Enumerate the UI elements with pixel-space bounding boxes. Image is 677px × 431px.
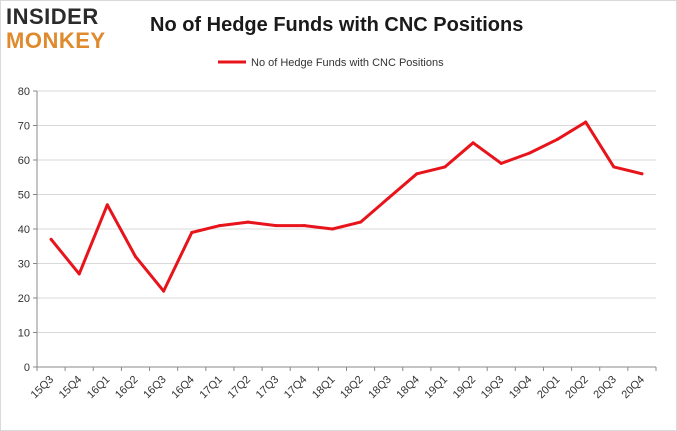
gridlines	[37, 90, 656, 333]
data-point	[302, 224, 306, 228]
x-tick-label: 19Q3	[479, 374, 507, 402]
data-point	[359, 220, 363, 224]
x-tick-label: 19Q2	[451, 374, 479, 402]
data-point	[584, 120, 588, 124]
x-tick-label: 16Q2	[113, 374, 141, 402]
data-point	[387, 196, 391, 200]
data-point	[443, 165, 447, 169]
x-tick-label: 17Q2	[226, 374, 254, 402]
y-tick-label: 80	[18, 86, 30, 98]
data-point	[499, 161, 503, 165]
series-line	[49, 120, 644, 293]
x-tick-label: 18Q4	[394, 374, 422, 402]
x-tick-label: 17Q3	[254, 374, 282, 402]
y-tick-label: 10	[18, 328, 30, 340]
data-point	[640, 172, 644, 176]
y-tick-label: 40	[18, 224, 30, 236]
data-point	[49, 237, 53, 241]
data-point	[77, 272, 81, 276]
data-point	[162, 289, 166, 293]
x-tick-label: 20Q2	[563, 374, 591, 402]
x-tick-label: 15Q4	[57, 374, 85, 402]
x-tick-label: 19Q4	[507, 374, 535, 402]
y-tick-label: 70	[18, 121, 30, 133]
data-point	[218, 224, 222, 228]
x-tick-label: 20Q4	[620, 374, 648, 402]
x-tick-label: 20Q1	[535, 374, 563, 402]
x-tick-label: 20Q3	[591, 374, 619, 402]
axes: 0 10 20 30 40 50 60 70 80 15Q3 15Q4 16Q1 16Q2 16Q3 16Q…	[18, 86, 657, 402]
legend-label: No of Hedge Funds with CNC Positions	[251, 57, 444, 69]
data-point	[527, 151, 531, 155]
x-tick-label: 17Q1	[197, 374, 225, 402]
y-tick-label: 30	[18, 259, 30, 271]
x-tick-label: 16Q4	[169, 374, 197, 402]
y-tick-label: 50	[18, 190, 30, 202]
data-point	[556, 137, 560, 141]
x-tick-label: 18Q2	[338, 374, 366, 402]
data-point	[274, 224, 278, 228]
legend: No of Hedge Funds with CNC Positions	[218, 57, 444, 69]
x-tick-label: 19Q1	[423, 374, 451, 402]
y-tick-label: 0	[24, 362, 30, 374]
y-tick-label: 20	[18, 293, 30, 305]
data-point	[471, 141, 475, 145]
insider-monkey-logo: INSIDER MONKEY	[6, 6, 126, 52]
x-tick-label: 18Q3	[366, 374, 394, 402]
data-point	[246, 220, 250, 224]
x-tick-label: 16Q3	[141, 374, 169, 402]
x-tick-label: 16Q1	[85, 374, 113, 402]
x-tick-label: 17Q4	[282, 374, 310, 402]
data-point	[612, 165, 616, 169]
x-tick-label: 18Q1	[310, 374, 338, 402]
data-point	[133, 255, 137, 259]
data-point	[330, 227, 334, 231]
y-tick-label: 60	[18, 155, 30, 167]
logo-text-insider: INSIDER	[6, 4, 99, 29]
series-layer	[49, 120, 644, 293]
data-point	[415, 172, 419, 176]
x-tick-label: 15Q3	[29, 374, 57, 402]
logo-text-monkey: MONKEY	[6, 28, 106, 53]
chart-title: No of Hedge Funds with CNC Positions	[150, 14, 524, 36]
data-point	[190, 230, 194, 234]
data-point	[105, 203, 109, 207]
